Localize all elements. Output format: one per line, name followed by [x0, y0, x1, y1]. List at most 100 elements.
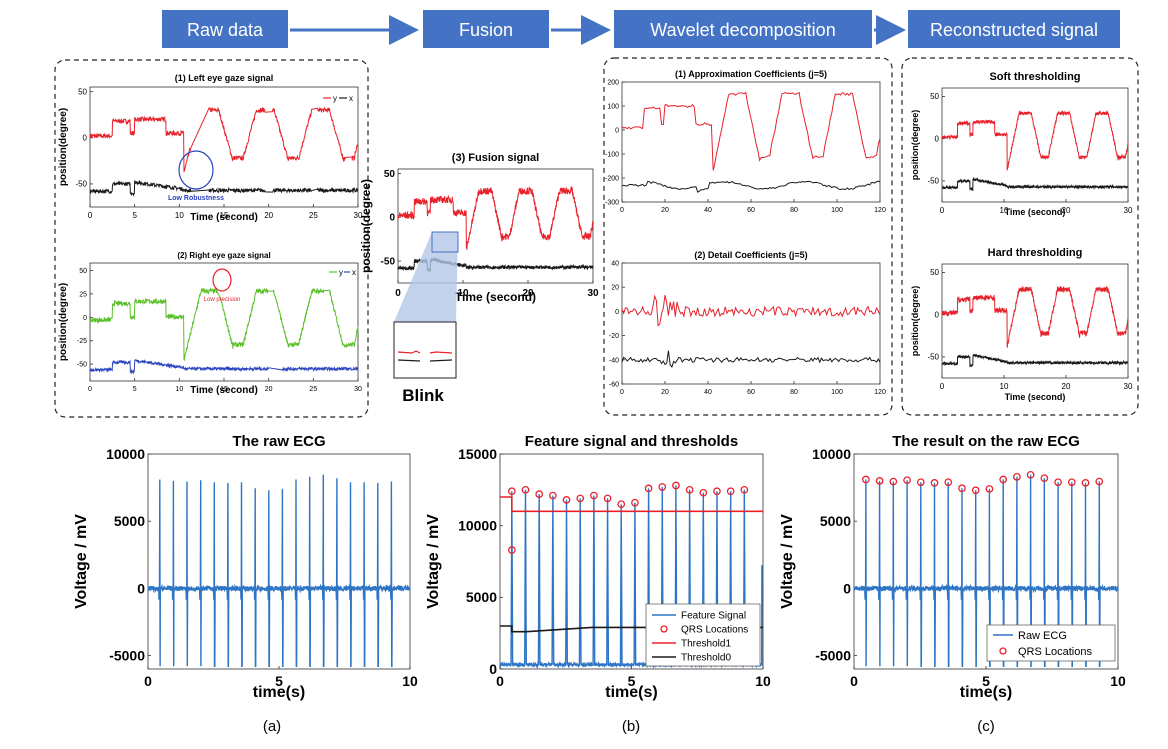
- soft-threshold-chart: 0 10 20 30 50 0 -50 Soft thresholding Time (seco…: [910, 71, 1133, 217]
- y-axis-label: position(degree): [910, 286, 920, 357]
- y-tick-label: 0: [843, 580, 851, 596]
- y-tick-label: -5000: [815, 647, 851, 663]
- x-axis-label: time(s): [605, 684, 657, 701]
- y-tick-label: 50: [930, 92, 939, 101]
- y-tick-label: -50: [381, 257, 396, 268]
- qrs-marker: [740, 485, 749, 494]
- legend-box: [986, 624, 1116, 662]
- qrs-marker: [603, 494, 612, 503]
- qrs-marker: [562, 496, 571, 504]
- step-label: Reconstructed signal: [930, 20, 1098, 40]
- x-tick-label: 20: [1062, 382, 1071, 391]
- legend-label: Threshold0: [681, 653, 731, 664]
- qrs-marker: [644, 484, 653, 493]
- x-tick-label: 120: [874, 207, 886, 214]
- qrs-marker: [507, 487, 516, 496]
- y-tick-label: -200: [605, 175, 619, 182]
- step-reconstructed: Reconstructed signal: [908, 10, 1120, 48]
- qrs-marker: [944, 478, 953, 487]
- y-axis-label: position(degree): [910, 110, 920, 181]
- hard-threshold-chart: 0 10 20 30 50 0 -50 Hard thresholding Time (seco…: [910, 247, 1133, 402]
- x-tick-label: 100: [831, 207, 843, 214]
- y-tick-label: -40: [609, 357, 619, 364]
- series-x-line: [89, 359, 359, 375]
- y-tick-label: 100: [607, 103, 619, 110]
- qrs-marker: [1081, 479, 1090, 487]
- x-tick-label: 40: [704, 389, 712, 396]
- y-tick-label: 50: [930, 268, 939, 277]
- y-tick-label: 5000: [820, 513, 851, 529]
- chart-title: (1) Left eye gaze signal: [175, 73, 274, 83]
- x-tick-label: 0: [88, 386, 92, 393]
- qrs-marker: [1054, 478, 1062, 487]
- y-tick-label: 0: [615, 127, 619, 134]
- approximation-chart: 0 20 40 60 80 100 120 200 100 0 -100 -200 -300 (1) Ap…: [605, 69, 886, 214]
- qrs-marker: [971, 486, 980, 495]
- x-tick-label: 30: [1124, 206, 1133, 215]
- chart-title: (3) Fusion signal: [452, 152, 539, 164]
- x-axis-label: Time (second): [455, 290, 536, 304]
- raw-ecg-chart: 0 5 10 10000 5000 0 -5000 The raw ECG time(s) Vol…: [73, 433, 418, 735]
- caption-b: (b): [622, 718, 640, 735]
- legend-label: Threshold1: [681, 639, 731, 650]
- y-tick-label: 0: [489, 661, 497, 677]
- chart-title: The result on the raw ECG: [892, 433, 1080, 450]
- plot-area: [621, 262, 881, 385]
- qrs-marker: [1040, 474, 1049, 483]
- qrs-marker: [958, 484, 966, 493]
- y-axis-label: Voltage / mV: [779, 514, 796, 609]
- legend-y-label: y: [339, 268, 343, 277]
- legend-swatch: [660, 625, 668, 633]
- y-tick-label: -60: [609, 381, 619, 388]
- x-tick-label: 0: [496, 673, 504, 689]
- qrs-marker: [658, 483, 667, 491]
- right-eye-chart: 0 5 10 15 20 25 30 50 25 0 -25 -50 (2) Right eye gaz…: [58, 251, 362, 396]
- y-tick-label: -100: [605, 151, 619, 158]
- chart-title: (2) Right eye gaze signal: [177, 251, 270, 260]
- x-axis-label: time(s): [960, 684, 1012, 701]
- low-precision-label: Low precision: [204, 297, 241, 303]
- x-tick-label: 20: [265, 386, 273, 393]
- y-tick-label: -50: [77, 362, 87, 369]
- step-label: Raw data: [187, 20, 264, 40]
- x-tick-label: 120: [874, 389, 886, 396]
- step-label: Fusion: [459, 20, 513, 40]
- y-tick-label: 10000: [812, 446, 851, 462]
- x-tick-label: 10: [175, 386, 183, 393]
- x-tick-label: 5: [133, 386, 137, 393]
- qrs-marker: [590, 491, 598, 500]
- legend-label: QRS Locations: [1018, 646, 1092, 658]
- y-tick-label: -300: [605, 199, 619, 206]
- y-tick-label: -50: [927, 353, 939, 362]
- x-tick-label: 20: [264, 211, 273, 220]
- x-tick-label: 5: [982, 673, 990, 689]
- fusion-chart: 0 10 20 30 50 0 -50 (3) Fusion signal Time (seco…: [359, 152, 599, 304]
- y-tick-label: 10000: [106, 446, 145, 462]
- x-tick-label: 15: [220, 386, 228, 393]
- y-tick-label: 50: [79, 268, 87, 275]
- x-tick-label: 0: [940, 382, 945, 391]
- series-y-line: [89, 287, 359, 362]
- feature-legend: Feature Signal QRS Locations Threshold1 Thr…: [645, 603, 761, 667]
- wavelet-frame: [603, 57, 893, 416]
- y-axis-label: position(degree): [58, 108, 69, 186]
- y-axis-label: position(degree): [359, 179, 373, 273]
- detail-x-line: [621, 350, 881, 369]
- qrs-marker: [1095, 477, 1104, 486]
- x-tick-label: 0: [620, 389, 624, 396]
- reconstructed-x-line: [941, 353, 1129, 368]
- y-tick-label: 50: [384, 169, 396, 180]
- qrs-marker: [699, 488, 708, 497]
- qrs-marker: [535, 490, 544, 498]
- x-tick-label: 10: [1000, 206, 1009, 215]
- chart-title: Soft thresholding: [989, 71, 1080, 83]
- legend-x-label: x: [352, 268, 356, 277]
- qrs-marker: [685, 485, 694, 494]
- qrs-marker: [889, 477, 898, 486]
- legend-y-label: y: [333, 94, 337, 103]
- x-tick-label: 60: [747, 389, 755, 396]
- x-tick-label: 30: [354, 386, 362, 393]
- qrs-marker: [875, 477, 884, 485]
- qrs-marker: [903, 476, 911, 485]
